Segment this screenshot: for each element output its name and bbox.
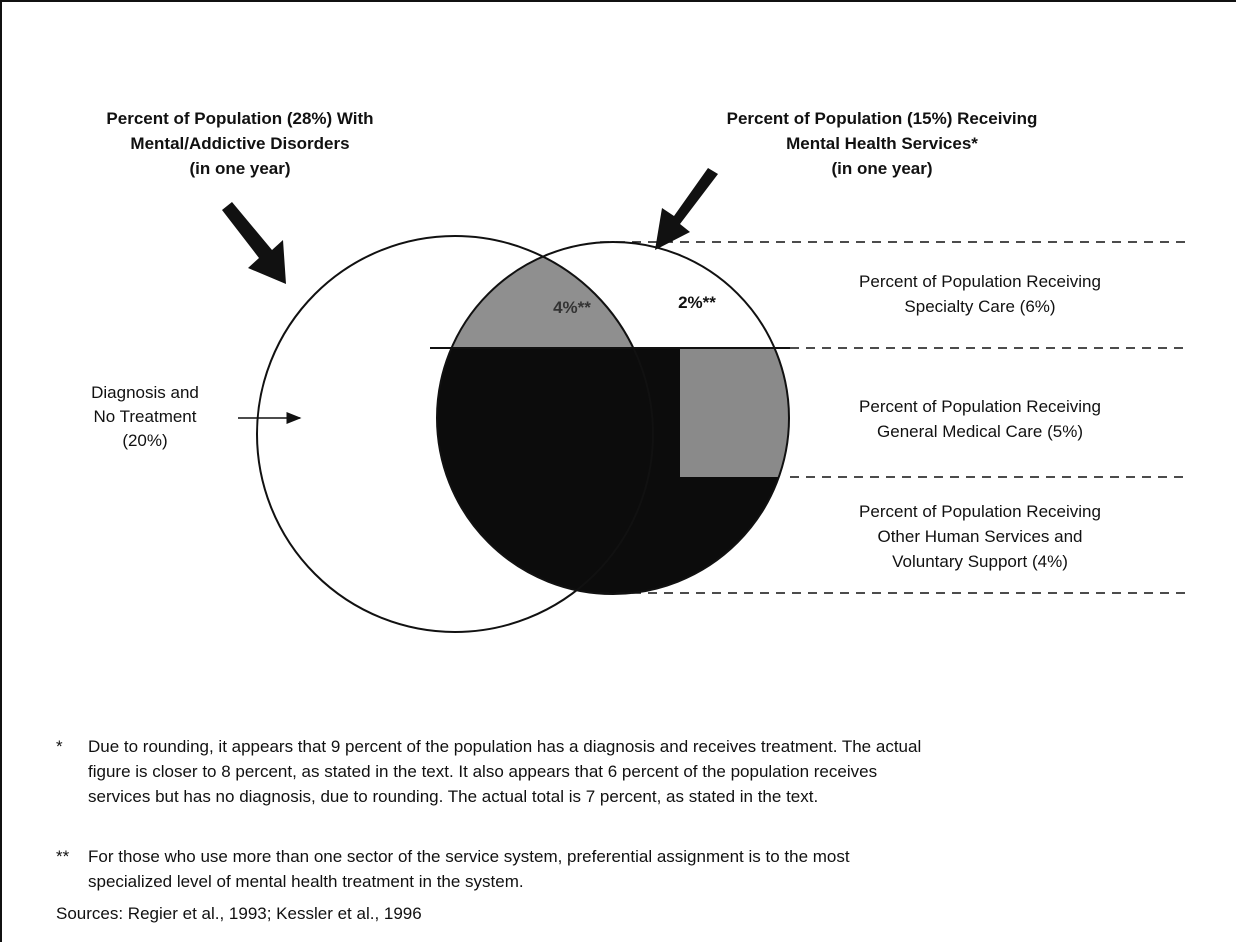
no-treatment-label: Diagnosis and bbox=[91, 383, 199, 402]
footnote: specialized level of mental health treat… bbox=[88, 872, 524, 891]
right-title: Percent of Population (15%) Receiving bbox=[727, 109, 1038, 128]
footnote: For those who use more than one sector o… bbox=[88, 847, 850, 866]
footnote-mark: * bbox=[56, 737, 63, 756]
band-label: Other Human Services and bbox=[877, 527, 1082, 546]
sources: Sources: Regier et al., 1993; Kessler et… bbox=[56, 904, 422, 923]
region-label: 4%** bbox=[553, 298, 591, 317]
band-label: Voluntary Support (4%) bbox=[892, 552, 1068, 571]
left-title: (in one year) bbox=[189, 159, 290, 178]
band-label: Specialty Care (6%) bbox=[904, 297, 1055, 316]
right-circle-fill bbox=[437, 242, 789, 594]
left-title: Percent of Population (28%) With bbox=[106, 109, 373, 128]
right-title: Mental Health Services* bbox=[786, 134, 978, 153]
footnote: figure is closer to 8 percent, as stated… bbox=[88, 762, 877, 781]
footnote-mark: ** bbox=[56, 847, 70, 866]
left-circle bbox=[256, 235, 654, 633]
arrow bbox=[222, 202, 286, 284]
band-label: General Medical Care (5%) bbox=[877, 422, 1083, 441]
no-treatment-label: No Treatment bbox=[94, 407, 197, 426]
right-circle bbox=[436, 241, 790, 595]
left-title: Mental/Addictive Disorders bbox=[130, 134, 349, 153]
footnote: Due to rounding, it appears that 9 perce… bbox=[88, 737, 921, 756]
band-label: Percent of Population Receiving bbox=[859, 397, 1101, 416]
footnote: services but has no diagnosis, due to ro… bbox=[88, 787, 818, 806]
arrow bbox=[655, 168, 718, 250]
band-label: Percent of Population Receiving bbox=[859, 502, 1101, 521]
band-label: Percent of Population Receiving bbox=[859, 272, 1101, 291]
region-label: 2%** bbox=[678, 293, 716, 312]
right-title: (in one year) bbox=[831, 159, 932, 178]
no-treatment-label: (20%) bbox=[122, 431, 167, 450]
